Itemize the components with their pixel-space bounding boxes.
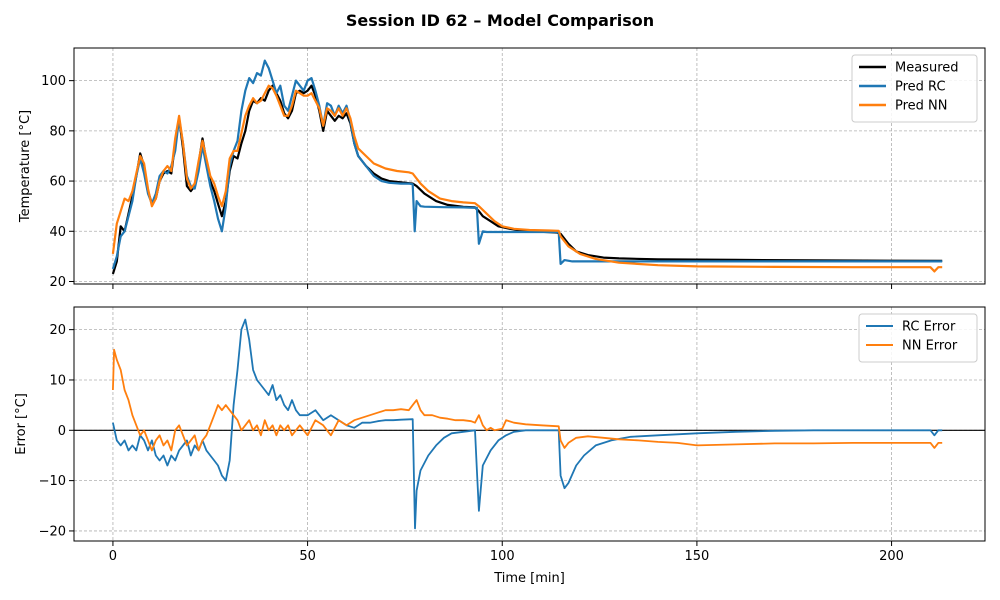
y-tick-label: 20: [49, 275, 66, 290]
series-group: [112, 318, 943, 530]
x-tick-label: 50: [299, 549, 316, 564]
series-line-pred-rc: [111, 59, 943, 270]
y-tick-label: 100: [41, 74, 66, 89]
series-line-measured: [111, 84, 943, 275]
legend-label: Measured: [895, 61, 959, 76]
legend: RC Error NN Error: [858, 313, 978, 363]
series-line-nn-error: [112, 348, 943, 452]
y-tick-label: −10: [39, 474, 66, 489]
x-axis-label: Time [min]: [493, 571, 565, 586]
figure-title: Session ID 62 – Model Comparison: [346, 11, 654, 30]
axes-frame: [73, 306, 986, 542]
x-tick-label: 200: [879, 549, 904, 564]
panel-temperature: 20 40 60 80 100 Temperature [°C] Measured Pred …: [18, 47, 986, 290]
panel-error: 0 50 100 150 200 −20 −10 0 10 20 Error [°C] Time [m…: [14, 306, 986, 586]
series-line-rc-error: [112, 318, 943, 530]
y-tick-label: −20: [39, 524, 66, 539]
legend-label: Pred RC: [895, 80, 946, 95]
x-tick-label: 100: [490, 549, 515, 564]
y-tick-label: 80: [49, 124, 66, 139]
legend: Measured Pred RC Pred NN: [851, 54, 978, 123]
y-axis-label: Temperature [°C]: [18, 110, 33, 223]
x-tick-label: 150: [684, 549, 709, 564]
series-line-pred-nn: [111, 84, 943, 273]
y-tick-label: 60: [49, 175, 66, 190]
x-tick-label: 0: [109, 549, 117, 564]
y-tick-label: 40: [49, 225, 66, 240]
series-group: [111, 59, 943, 275]
y-axis-label: Error [°C]: [14, 393, 29, 455]
legend-label: NN Error: [902, 339, 958, 354]
legend-label: RC Error: [902, 320, 956, 335]
y-tick-label: 20: [49, 323, 66, 338]
axes-frame: [73, 47, 986, 285]
y-tick-label: 0: [58, 424, 66, 439]
y-tick-label: 10: [49, 373, 66, 388]
legend-label: Pred NN: [895, 99, 948, 114]
